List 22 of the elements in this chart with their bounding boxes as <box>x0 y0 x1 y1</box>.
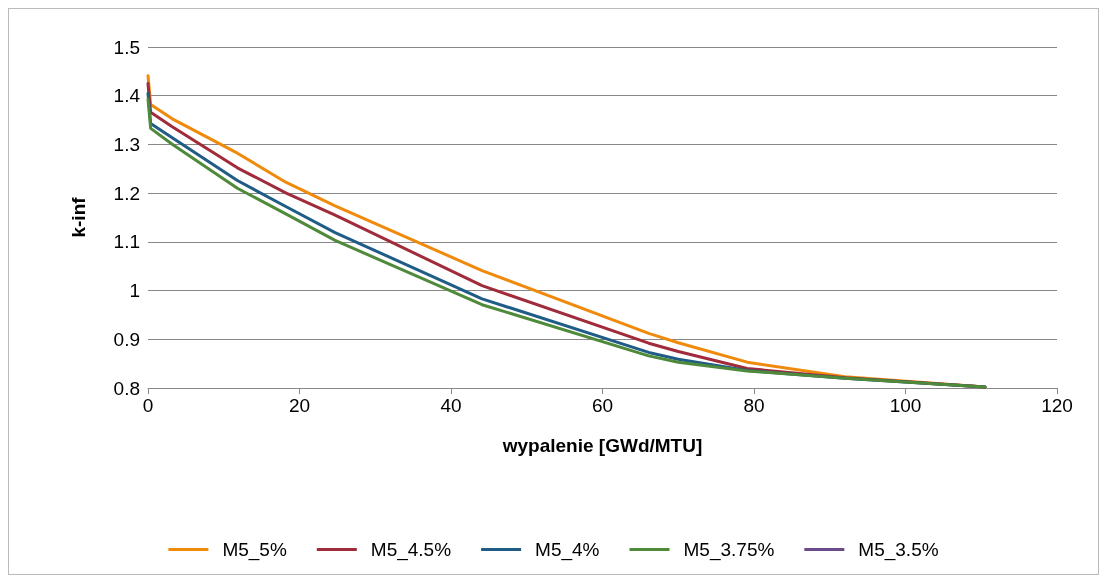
x-axis-title: wypalenie [GWd/MTU] <box>501 435 703 456</box>
legend-label: M5_3.5% <box>858 539 939 561</box>
y-tick-label: 1.1 <box>113 231 140 253</box>
legend-label: M5_4% <box>535 539 600 561</box>
y-tick-label: 1.5 <box>113 36 140 58</box>
x-tick-label: 100 <box>889 395 922 416</box>
x-tick-label: 120 <box>1041 395 1073 416</box>
y-tick-label: 0.9 <box>113 328 140 350</box>
y-axis-title: k-inf <box>68 196 89 238</box>
x-tick-label: 0 <box>142 395 154 416</box>
x-tick-label: 40 <box>440 395 462 416</box>
y-tick-label: 1.3 <box>113 133 140 155</box>
y-tick-label: 1.4 <box>113 85 141 107</box>
legend-label: M5_4.5% <box>370 539 452 561</box>
x-tick-label: 60 <box>591 395 614 416</box>
y-tick-label: 0.8 <box>113 377 140 399</box>
x-tick-label: 80 <box>743 395 765 416</box>
legend-label: M5_5% <box>222 539 287 561</box>
y-tick-label: 1.2 <box>113 182 140 204</box>
x-tick-label: 20 <box>288 395 311 416</box>
y-tick-label: 1 <box>129 280 140 302</box>
legend-label: M5_3.75% <box>683 539 775 561</box>
